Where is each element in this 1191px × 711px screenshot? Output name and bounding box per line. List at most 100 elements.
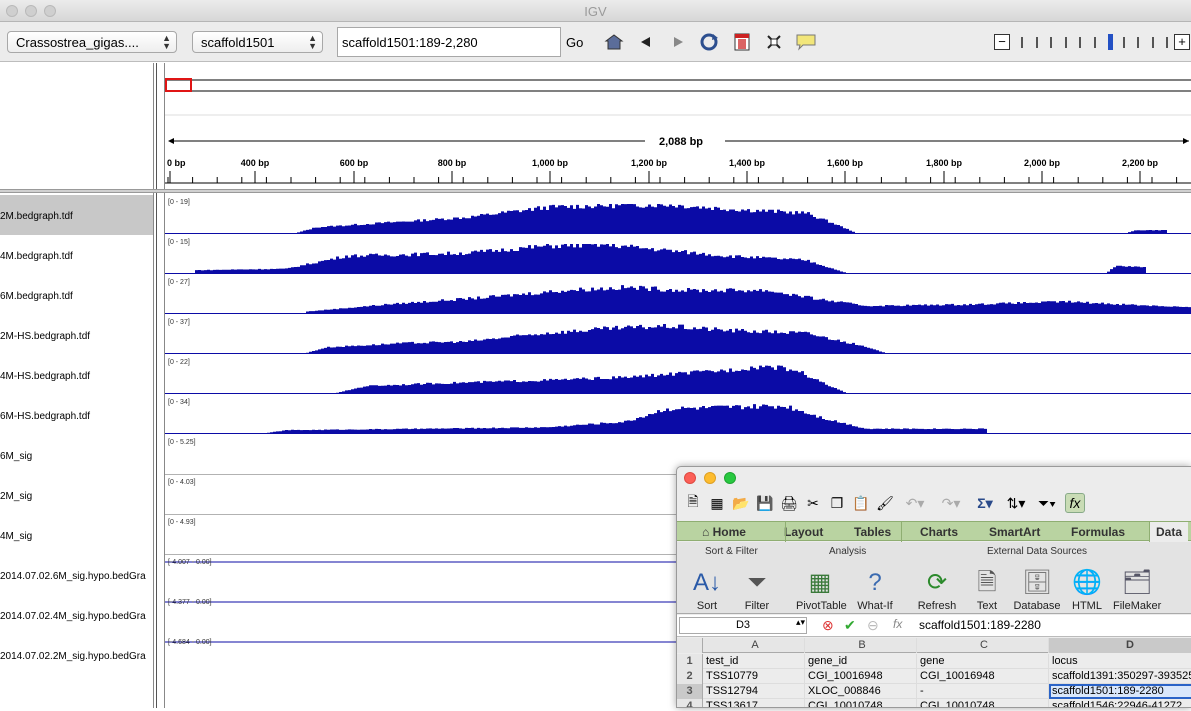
zoom-level-tick[interactable]	[1122, 37, 1125, 48]
table-cell[interactable]: CGI_10016948	[917, 669, 1049, 684]
track-name[interactable]: 2M-HS.bedgraph.tdf	[0, 315, 153, 355]
popup-info-icon[interactable]	[795, 33, 817, 51]
function-circle-icon[interactable]: ⊖	[867, 617, 879, 633]
zoom-level-tick[interactable]	[1064, 37, 1067, 48]
data-track[interactable]: [0 - 34]	[165, 399, 1191, 434]
column-header[interactable]: B	[805, 638, 917, 653]
minimize-window-button[interactable]	[25, 5, 37, 17]
table-cell[interactable]: CGI_10010748	[917, 699, 1049, 707]
zoom-level-tick[interactable]	[1050, 37, 1052, 48]
table-cell[interactable]: CGI_10010748	[805, 699, 917, 707]
autosum-icon[interactable]: Σ▾	[977, 494, 993, 511]
forward-arrow-icon[interactable]	[672, 33, 684, 51]
table-cell[interactable]: test_id	[703, 654, 805, 669]
column-header[interactable]: C	[917, 638, 1049, 653]
templates-icon[interactable]: ▦	[710, 494, 724, 511]
table-cell[interactable]: scaffold1501:189-2280	[1049, 684, 1191, 699]
zoom-window-button[interactable]	[44, 5, 56, 17]
select-all-corner[interactable]	[677, 638, 703, 653]
undo-icon[interactable]: ↶▾	[905, 494, 925, 511]
zoom-level-tick[interactable]	[1093, 37, 1096, 48]
zoom-level-tick[interactable]	[1021, 37, 1023, 48]
table-cell[interactable]: TSS13617	[703, 699, 805, 707]
column-header[interactable]: A	[703, 638, 805, 653]
refresh-icon[interactable]	[697, 33, 721, 51]
zoom-widget[interactable]: − +	[994, 34, 1191, 50]
track-name[interactable]: 4M.bedgraph.tdf	[0, 235, 153, 275]
open-icon[interactable]: 📂	[732, 494, 750, 511]
paste-icon[interactable]: 📋	[852, 494, 870, 511]
table-cell[interactable]: scaffold1391:350297-393525	[1049, 669, 1191, 684]
ribbon-button-html[interactable]: 🌐 HTML	[1063, 566, 1111, 612]
ribbon-button-filemaker[interactable]: 🗂 FileMaker	[1113, 566, 1161, 612]
ribbon-tab[interactable]: Formulas	[1071, 525, 1126, 539]
ribbon-tab[interactable]: Tables	[854, 525, 892, 539]
zoom-level-tick[interactable]	[1079, 37, 1081, 48]
ribbon-tab[interactable]: ⌂ Home	[702, 525, 746, 539]
save-icon[interactable]: 💾	[756, 494, 774, 511]
data-track[interactable]: [0 - 19]	[165, 199, 1191, 234]
data-track[interactable]: [0 - 37]	[165, 319, 1191, 354]
table-cell[interactable]: TSS10779	[703, 669, 805, 684]
chromosome-dropdown[interactable]: scaffold1501 ▲ ▼	[192, 31, 323, 53]
cut-icon[interactable]: ✂	[807, 494, 819, 511]
locus-input[interactable]: scaffold1501:189-2,280	[337, 27, 561, 57]
zoom-level-tick[interactable]	[1137, 37, 1139, 48]
row-number[interactable]: 4	[677, 699, 703, 707]
current-region-box[interactable]	[165, 78, 192, 92]
data-track[interactable]: [0 - 15]	[165, 239, 1191, 274]
zoom-out-button[interactable]: −	[994, 34, 1010, 50]
track-name[interactable]: 6M-HS.bedgraph.tdf	[0, 395, 153, 435]
ribbon-button-pivottable[interactable]: ▦ PivotTable	[796, 566, 847, 612]
zoom-level-tick[interactable]	[1151, 37, 1154, 48]
panel-divider[interactable]	[153, 63, 165, 708]
copy-icon[interactable]: ❐	[830, 494, 844, 511]
track-name[interactable]: 2M.bedgraph.tdf	[0, 195, 153, 235]
ribbon-button-sort[interactable]: A↓ Sort	[683, 566, 731, 612]
new-workbook-icon[interactable]: 🗎	[687, 493, 699, 509]
track-name[interactable]: 4M-HS.bedgraph.tdf	[0, 355, 153, 395]
table-cell[interactable]: TSS12794	[703, 684, 805, 699]
table-cell[interactable]: CGI_10016948	[805, 669, 917, 684]
name-box[interactable]: D3	[679, 617, 807, 634]
close-window-button[interactable]	[6, 5, 18, 17]
enter-icon[interactable]: ✔	[844, 617, 856, 633]
namebox-arrow-icon[interactable]: ▴▾	[796, 617, 806, 627]
track-name[interactable]: 4M_sig	[0, 515, 153, 555]
home-icon[interactable]	[604, 33, 624, 51]
table-cell[interactable]: gene_id	[805, 654, 917, 669]
zoom-level-tick[interactable]	[1166, 37, 1168, 48]
excel-close-button[interactable]	[684, 472, 696, 484]
table-cell[interactable]: -	[917, 684, 1049, 699]
fx-icon[interactable]: fx	[893, 617, 903, 631]
formula-builder-icon[interactable]: fx	[1065, 493, 1085, 513]
row-number[interactable]: 1	[677, 654, 703, 669]
genome-dropdown[interactable]: Crassostrea_gigas.... ▲ ▼	[7, 31, 177, 53]
formula-value[interactable]: scaffold1501:189-2280	[919, 618, 1041, 632]
ribbon-button-database[interactable]: 🗄 Database	[1013, 566, 1061, 612]
sort-icon[interactable]: ⇅▾	[1006, 494, 1026, 511]
row-number[interactable]: 3	[677, 684, 703, 699]
ribbon-button-filter[interactable]: ⏷ Filter	[733, 566, 781, 612]
ribbon-button-text[interactable]: 🗎 Text	[963, 566, 1011, 612]
ribbon-tab[interactable]: Layout	[784, 525, 824, 539]
column-header[interactable]: D	[1049, 638, 1191, 653]
table-cell[interactable]: scaffold1546:22946-41272	[1049, 699, 1191, 707]
cancel-icon[interactable]: ⊗	[822, 617, 834, 633]
ribbon-button-what-if[interactable]: ? What-If	[851, 566, 899, 612]
format-icon[interactable]: 🖌	[876, 494, 894, 511]
table-cell[interactable]: locus	[1049, 654, 1191, 669]
print-icon[interactable]: 🖨	[780, 494, 798, 511]
excel-zoom-button[interactable]	[724, 472, 736, 484]
excel-minimize-button[interactable]	[704, 472, 716, 484]
ribbon-tab[interactable]: Charts	[920, 525, 959, 539]
track-name[interactable]: 2014.07.02.2M_sig.hypo.bedGra	[0, 635, 153, 675]
track-name[interactable]: 2014.07.02.4M_sig.hypo.bedGra	[0, 595, 153, 635]
ribbon-tab[interactable]: SmartArt	[989, 525, 1041, 539]
ribbon-tab[interactable]: Data	[1149, 522, 1189, 542]
table-cell[interactable]: gene	[917, 654, 1049, 669]
table-cell[interactable]: XLOC_008846	[805, 684, 917, 699]
row-number[interactable]: 2	[677, 669, 703, 684]
zoom-level-tick[interactable]	[1035, 37, 1038, 48]
zoom-level-tick[interactable]	[1108, 34, 1113, 50]
